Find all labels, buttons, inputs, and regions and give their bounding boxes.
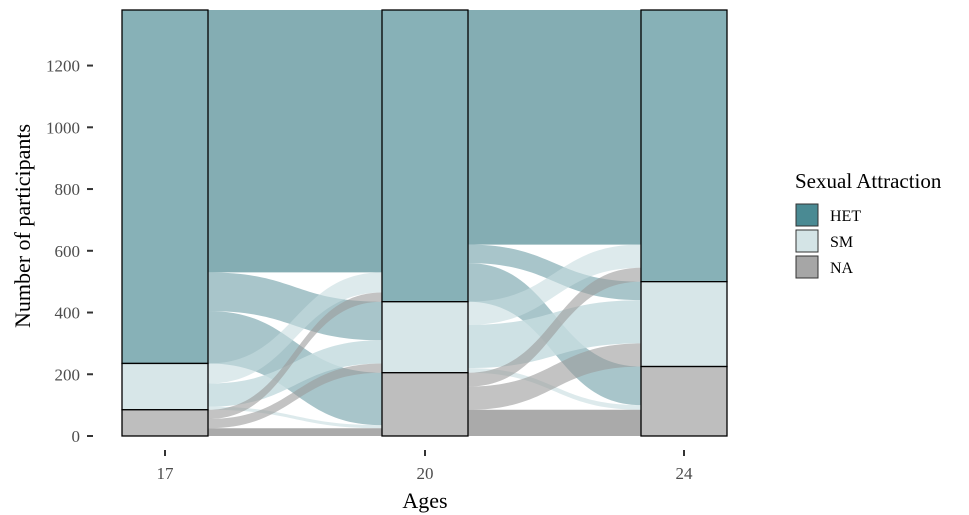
flow-17-NA-to-20-SM [208, 363, 382, 429]
legend-label-sm: SM [830, 234, 853, 251]
legend-title: Sexual Attraction [795, 169, 942, 193]
legend-label-na: NA [830, 260, 854, 277]
stratum-20-sm [381, 301, 469, 374]
flow-20-SM-to-24-NA [468, 368, 641, 410]
x-axis: 17 20 24 [157, 450, 694, 483]
flow-20-NA-to-24-SM [468, 343, 641, 410]
x-axis-title: Ages [402, 488, 447, 513]
y-axis-title: Number of participants [10, 124, 35, 328]
y-tick-label: 400 [55, 304, 81, 323]
legend-swatch-na [795, 255, 819, 279]
flow-20-SM-to-24-HET [468, 244, 641, 325]
flow-17-HET-to-20-SM [208, 272, 382, 341]
stratum-17-het [121, 9, 209, 365]
stratum-20-na [381, 372, 469, 437]
flow-20-HET-to-24-HET [468, 10, 641, 245]
legend: Sexual Attraction HET SM NA [795, 169, 942, 279]
flow-17-SM-to-20-NA [208, 406, 382, 429]
flow-17-SM-to-20-SM [208, 340, 382, 407]
strata-layer [121, 9, 728, 437]
x-tick-label: 24 [676, 464, 694, 483]
flow-17-SM-to-20-HET [208, 272, 382, 384]
flows-layer [208, 10, 641, 436]
x-tick-label: 20 [417, 464, 434, 483]
stratum-17-na [121, 409, 209, 437]
y-axis: 0 200 400 600 800 1000 1200 [46, 57, 93, 446]
x-tick-label: 17 [157, 464, 175, 483]
stratum-20-het [381, 9, 469, 303]
y-tick-label: 1200 [46, 57, 80, 76]
flow-17-NA-to-20-NA [208, 428, 382, 436]
stratum-24-het [640, 9, 728, 283]
legend-label-het: HET [830, 208, 861, 225]
legend-swatch-het [795, 203, 819, 227]
legend-swatch-sm [795, 229, 819, 253]
stratum-24-na [640, 365, 728, 437]
y-tick-label: 0 [72, 427, 81, 446]
stratum-17-sm [121, 362, 209, 411]
y-tick-label: 200 [55, 365, 81, 384]
flow-17-HET-to-20-HET [208, 10, 382, 273]
stratum-24-sm [640, 281, 728, 368]
y-tick-label: 800 [55, 180, 81, 199]
flow-17-NA-to-20-HET [208, 292, 382, 420]
y-tick-label: 1000 [46, 118, 80, 137]
flow-20-NA-to-24-NA [468, 409, 641, 436]
y-tick-label: 600 [55, 242, 81, 261]
flow-20-NA-to-24-HET [468, 267, 641, 387]
